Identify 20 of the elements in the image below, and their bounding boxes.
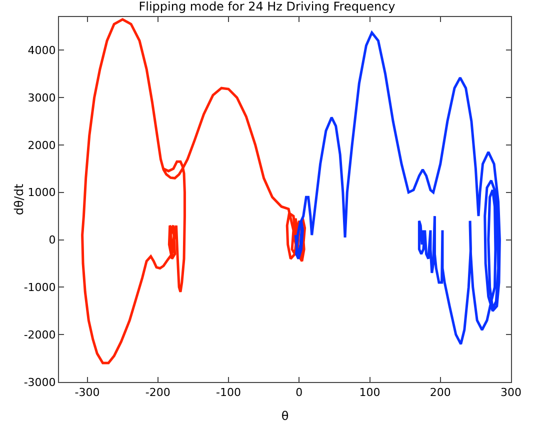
y-tick-label: 0 (48, 234, 56, 247)
x-tick-label: -200 (145, 386, 170, 400)
x-axis-title: θ (281, 409, 289, 423)
x-tick-label: -300 (74, 386, 100, 400)
x-tick-label: 300 (500, 386, 522, 400)
chart-title: Flipping mode for 24 Hz Driving Frequency (138, 0, 396, 14)
line-series (294, 31, 501, 346)
y-axis-title: dθ/dt (12, 184, 26, 216)
y-tick-label: -1000 (24, 281, 56, 294)
y-tick-label: 2000 (28, 138, 56, 152)
y-tick-label: 1000 (28, 186, 56, 200)
y-tick-label: 4000 (28, 44, 56, 58)
y-tick-label: -3000 (24, 376, 56, 389)
x-tick-label: 200 (430, 386, 451, 400)
y-tick-label: 3000 (28, 91, 56, 104)
x-tick-label: -100 (216, 386, 241, 400)
x-tick-label: 100 (359, 386, 380, 400)
x-tick-label: 0 (296, 386, 303, 400)
line-series (81, 18, 306, 364)
y-tick-label: -2000 (24, 328, 56, 342)
